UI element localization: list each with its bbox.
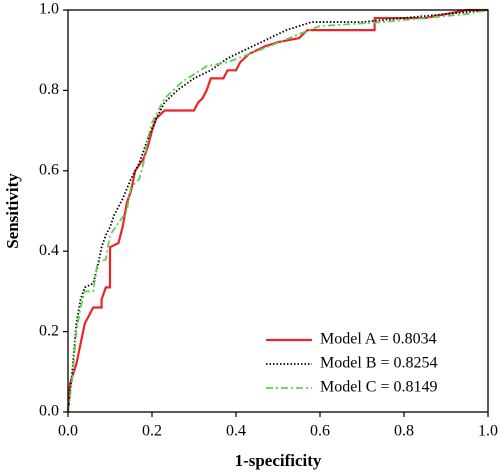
x-tick-label: 0.4: [226, 423, 246, 440]
roc-line: [67, 9, 489, 413]
y-tick-label: 0.2: [39, 322, 59, 339]
y-tick-label: 1.0: [39, 1, 59, 18]
y-tick-label: 0.6: [39, 161, 59, 178]
x-tick-label: 0.8: [394, 423, 414, 440]
y-axis-title: Sensitivity: [3, 173, 22, 249]
x-axis-title: 1-specificity: [235, 451, 322, 470]
y-tick-label: 0.4: [39, 242, 59, 259]
legend-label: Model A = 0.8034: [320, 331, 437, 348]
x-tick-label: 1.0: [478, 423, 498, 440]
legend-label: Model B = 0.8254: [320, 355, 437, 372]
plot-frame: [67, 9, 489, 413]
x-tick-label: 0.0: [58, 423, 78, 440]
x-tick-label: 0.6: [310, 423, 330, 440]
x-tick-label: 0.2: [142, 423, 162, 440]
roc-line: [67, 9, 489, 413]
legend-label: Model C = 0.8149: [320, 379, 437, 396]
roc-line: [66, 8, 488, 413]
y-tick-label: 0.8: [39, 81, 59, 98]
y-tick-label: 0.0: [39, 403, 59, 420]
